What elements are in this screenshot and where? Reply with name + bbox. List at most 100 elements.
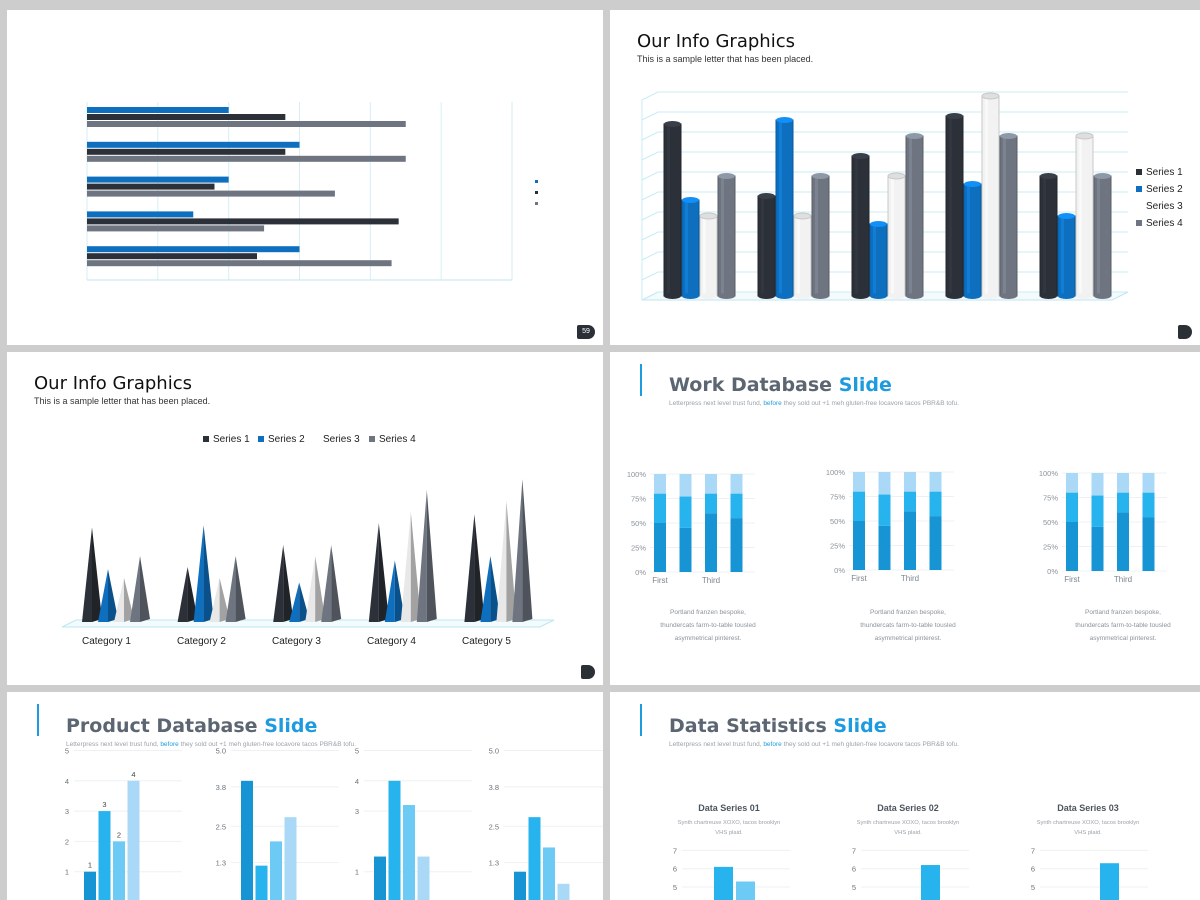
stacked-segment [929,472,942,492]
x-tick-label: Third [702,576,720,585]
cylinder-top [887,172,906,180]
bar [87,253,257,260]
slide-61[interactable]: Our Info Graphics This is a sample lette… [7,352,603,685]
stacked-segment [1091,495,1104,527]
pyramid-side [426,490,437,622]
stacked-segment [1117,473,1129,493]
pyramid-face [512,479,523,622]
cylinder-bar [811,173,830,299]
pyramid-face [321,545,332,622]
legend-marker [535,191,538,194]
cylinder-highlight [761,196,764,296]
stacked-segment [1142,473,1155,493]
gridline [641,271,659,281]
cylinder-body [905,135,924,297]
cylinder-bar [663,121,682,299]
slide-64[interactable]: Data Statistics Slide Letterpress next l… [610,692,1200,900]
category-label: Category 5 [462,636,511,647]
cylinder-highlight [1003,136,1006,296]
cylinder-body [981,95,1000,297]
bar [87,218,399,225]
slide-title: Product Database Slide [66,715,317,737]
y-tick-label: 0% [635,568,646,577]
subtitle-text: they sold out +1 meh gluten-free locavor… [783,741,959,748]
y-tick-label: 75% [830,493,845,502]
y-tick-label: 6 [673,865,677,874]
cylinder-top [699,212,718,220]
series-panel-desc: Synth chartreuse XOXO, tacos brooklyn VH… [856,820,960,836]
cylinder-base [946,293,963,299]
bar [87,107,229,113]
y-tick-label: 100% [1039,469,1059,478]
slide-59[interactable]: 59 [7,10,603,345]
bar [87,148,286,155]
pyramid-face [416,490,427,622]
y-tick-label: 5 [65,747,69,756]
x-tick-label: Third [901,574,919,583]
subtitle-link[interactable]: before [763,741,782,748]
cylinder-base [700,293,717,299]
cylinder-body [887,175,906,297]
y-tick-label: 5 [673,883,677,892]
cylinder-top [793,212,812,220]
cylinder-base [776,293,793,299]
cylinder-highlight [779,120,782,296]
bar [543,847,555,900]
subtitle-link[interactable]: before [160,741,179,748]
cylinder-highlight [797,216,800,296]
stacked-segment [1091,473,1104,496]
data-label: 1 [88,861,92,870]
y-tick-label: 4 [65,777,69,786]
gridline [641,291,659,301]
bar [241,780,253,900]
y-tick-label: 0% [1047,567,1058,576]
stacked-segment [904,511,916,570]
legend-swatch [369,436,375,443]
y-tick-label: 5.0 [216,747,226,756]
subtitle-text: they sold out +1 meh gluten-free locavor… [180,741,356,748]
legend-label: Series 1 [213,434,250,445]
bar [87,141,300,148]
cylinder-bar [945,113,964,299]
description-line: Portland franzen bespoke, [870,609,946,616]
bar [374,856,386,900]
slide-62[interactable]: Work Database Slide Letterpress next lev… [610,352,1200,685]
slide-60[interactable]: Our Info Graphics This is a sample lette… [610,10,1200,345]
pyramid-side [92,527,102,622]
bar [87,176,229,183]
pyramid-face [368,523,379,622]
pyramid-face [305,556,316,622]
pyramid-face [225,556,236,622]
bar [736,881,755,900]
subtitle-link[interactable]: before [763,400,782,407]
data-label: 4 [131,770,135,779]
cylinder-highlight [721,176,724,296]
cylinder-top [981,92,1000,100]
data-series-charts: 5 6 7 5 6 7 5 6 7 [673,846,1148,900]
cylinder-base [1076,293,1093,299]
y-tick-label: 3.8 [216,783,226,792]
stacked-segment [1066,473,1078,493]
cylinder-top [1058,213,1075,219]
y-tick-label: 1 [355,868,359,877]
stacked-segment [1117,512,1129,571]
bar [403,805,415,900]
pyramid-side [124,578,134,622]
stacked-segment [878,494,891,526]
cylinder-body [811,175,830,297]
y-tick-label: 25% [1043,543,1058,552]
y-tick-label: 75% [1043,494,1058,503]
y-tick-label: 6 [852,865,856,874]
cylinder-body [663,123,682,297]
series-panel-desc: Synth chartreuse XOXO, tacos brooklyn VH… [1036,820,1140,836]
bar [87,121,406,127]
y-tick-label: 100% [826,468,846,477]
series-panel-label: Data Series 03 [1057,803,1119,813]
stacked-segment [1142,492,1155,518]
pyramid-face [177,567,188,622]
y-tick-label: 2 [65,837,69,846]
cylinder-base [870,293,887,299]
stacked-segment [654,474,666,494]
y-tick-label: 25% [830,542,845,551]
slide-63[interactable]: Product Database Slide Letterpress next … [7,692,603,900]
